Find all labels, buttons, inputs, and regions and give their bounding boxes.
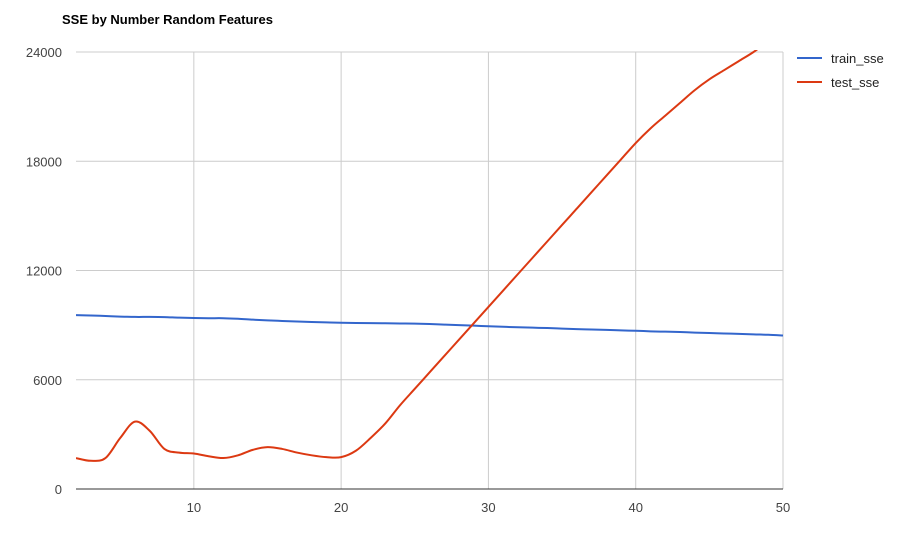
- y-tick-label: 24000: [26, 45, 62, 60]
- y-tick-label: 6000: [33, 373, 62, 388]
- y-tick-label: 18000: [26, 154, 62, 169]
- legend: train_sse test_sse: [797, 51, 884, 90]
- series-line-test_sse: [76, 50, 759, 462]
- x-tick-label: 30: [481, 500, 495, 515]
- series-line-train_sse: [76, 314, 784, 337]
- y-tick-label: 12000: [26, 264, 62, 279]
- axes: 0 6000 12000 18000 24000 10 20 30 40 50: [26, 45, 790, 515]
- x-tick-label: 50: [776, 500, 790, 515]
- chart-title: SSE by Number Random Features: [62, 12, 273, 27]
- x-tick-label: 20: [334, 500, 348, 515]
- x-tick-label: 40: [628, 500, 642, 515]
- legend-label-train_sse: train_sse: [831, 51, 884, 66]
- y-tick-label: 0: [55, 482, 62, 497]
- grid: [76, 51, 784, 489]
- series-lines: [76, 50, 784, 462]
- legend-label-test_sse: test_sse: [831, 75, 879, 90]
- x-tick-label: 10: [187, 500, 201, 515]
